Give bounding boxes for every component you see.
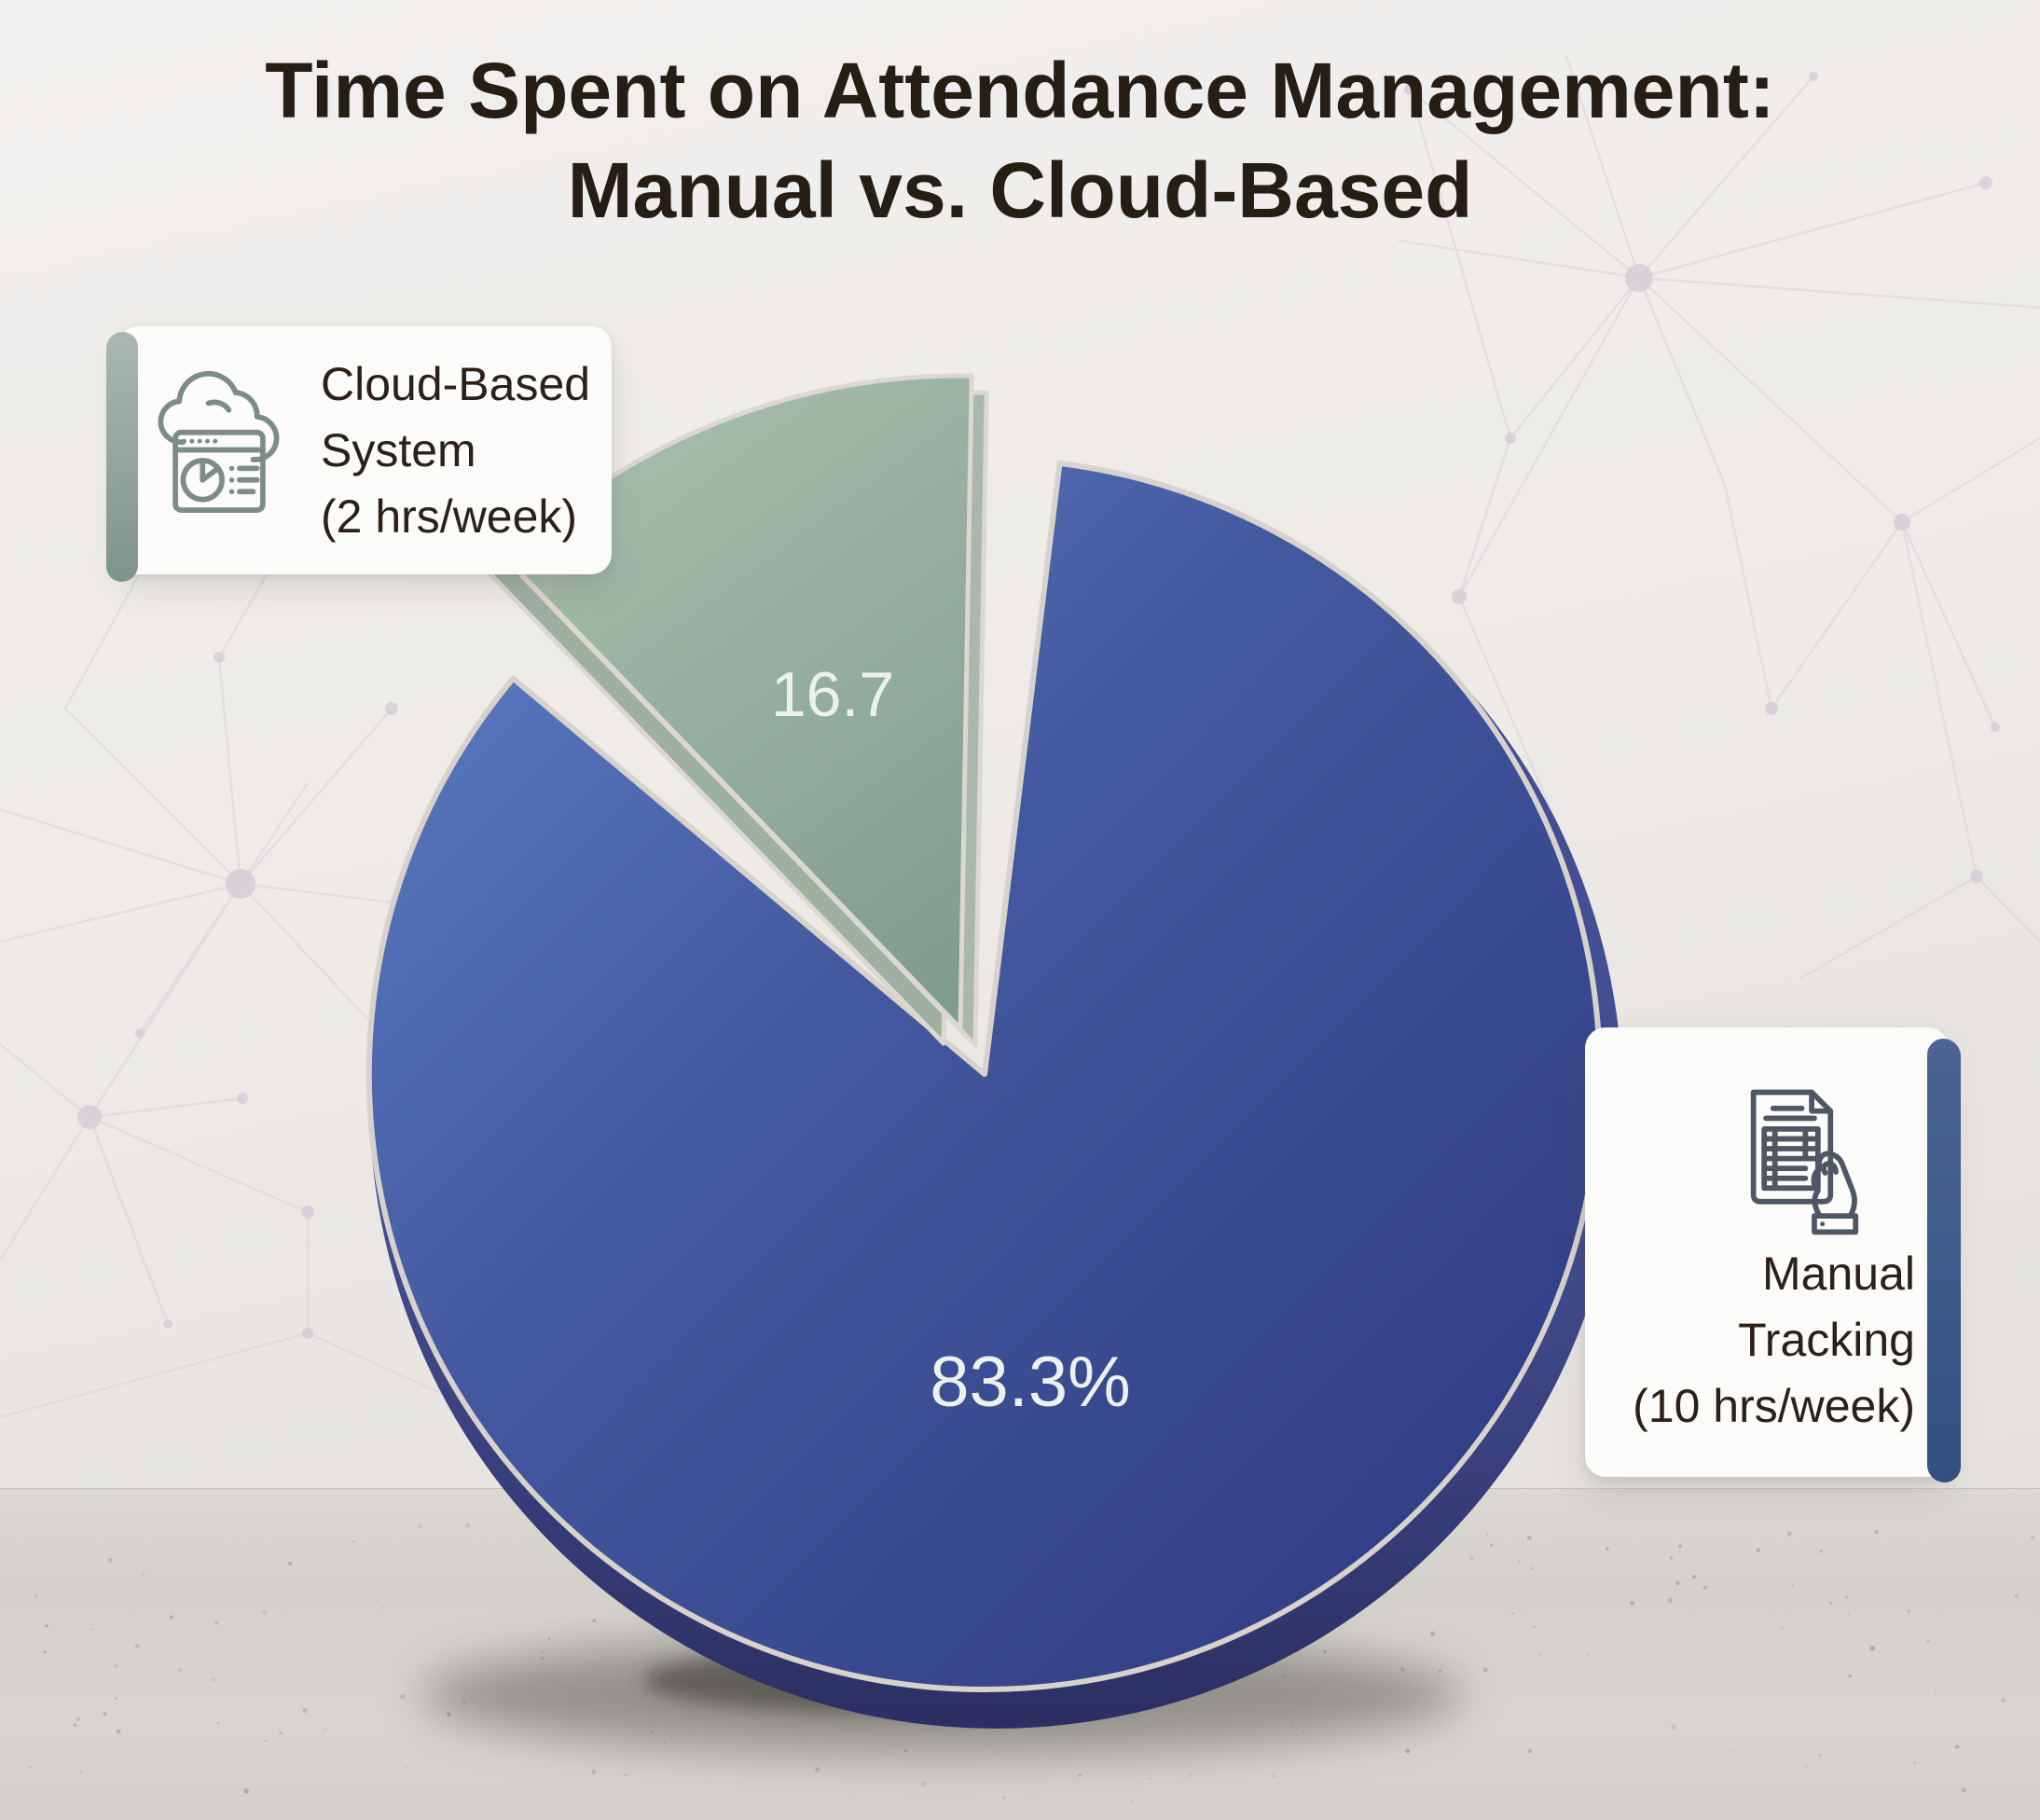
page-title: Time Spent on Attendance Management: Man… bbox=[0, 41, 2040, 240]
manual-card-label: Manual Tracking (10 hrs/week) bbox=[1619, 1241, 1915, 1440]
manual-tracking-card: Manual Tracking (10 hrs/week) bbox=[1585, 1027, 1949, 1477]
manual-card-line1: Manual bbox=[1762, 1248, 1915, 1300]
slice-manual-tracking bbox=[365, 461, 1603, 1693]
cloud-system-card: Cloud-Based System (2 hrs/week) bbox=[117, 326, 612, 574]
cloud-card-label: Cloud-Based System (2 hrs/week) bbox=[321, 352, 590, 550]
page-title-line2: Manual vs. Cloud-Based bbox=[567, 145, 1473, 234]
cloud-card-line3: (2 hrs/week) bbox=[321, 489, 578, 543]
cloud-dashboard-icon bbox=[158, 370, 280, 513]
page-title-line1: Time Spent on Attendance Management: bbox=[265, 47, 1775, 134]
manual-card-line2: Tracking bbox=[1738, 1314, 1915, 1366]
slice-label-cloud: 16.7 bbox=[771, 659, 894, 730]
hand-document-icon bbox=[1750, 1089, 1859, 1235]
manual-card-line3: (10 hrs/week) bbox=[1633, 1380, 1915, 1432]
slice-label-manual: 83.3% bbox=[930, 1343, 1131, 1422]
cloud-card-line2: System bbox=[321, 423, 476, 476]
cloud-card-line1: Cloud-Based bbox=[321, 357, 591, 410]
